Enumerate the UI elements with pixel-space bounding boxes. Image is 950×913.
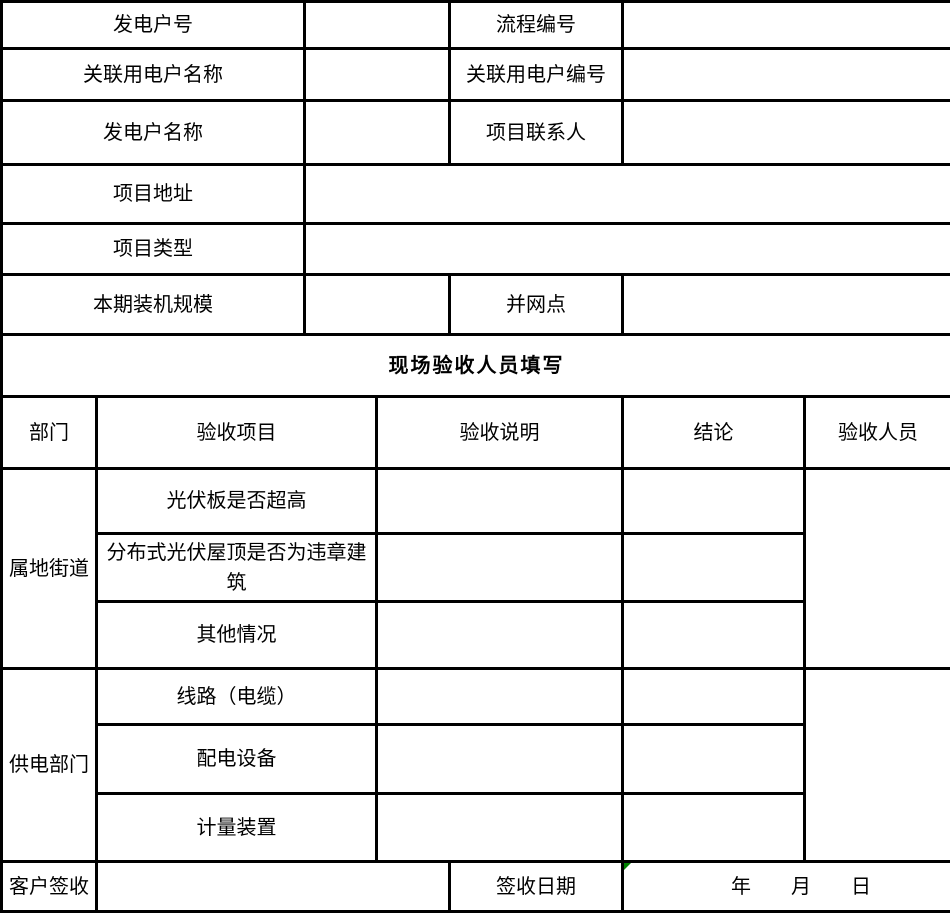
conclusion-cell[interactable] [621,600,806,670]
input-cell-project-contact[interactable] [621,99,950,166]
input-cell-grid-connection-point[interactable] [621,273,950,336]
input-cell-project-type[interactable] [303,222,950,276]
inspection-row: 供电部门 线路（电缆） [0,667,950,863]
signoff-date-text: 年 月 日 [731,875,871,898]
input-cell-linked-consumer-no[interactable] [621,47,950,102]
inspector-cell-street[interactable] [803,467,950,670]
header-conclusion: 结论 [621,395,806,470]
label-customer-signoff: 客户签收 [0,860,98,913]
note-cell[interactable] [375,667,624,726]
input-cell-generator-name[interactable] [303,99,451,166]
note-cell[interactable] [375,723,624,795]
note-cell[interactable] [375,600,624,670]
note-cell[interactable] [375,532,624,603]
header-inspector: 验收人员 [803,395,950,470]
header-department: 部门 [0,395,98,470]
info-row: 项目类型 [0,222,950,276]
section-title-row: 现场验收人员填写 [0,333,950,398]
input-cell-linked-consumer-name[interactable] [303,47,451,102]
cell-corner-indicator-icon [625,864,631,870]
info-row: 发电户名称 项目联系人 [0,99,950,166]
label-linked-consumer-name: 关联用电户名称 [0,47,306,102]
info-row: 发电户号 流程编号 [0,0,950,50]
item-cell-illegal-building: 分布式光伏屋顶是否为违章建筑 [95,532,378,603]
inspection-row: 分布式光伏屋顶是否为违章建筑 [2,532,950,603]
item-cell-other-situations: 其他情况 [95,600,378,670]
info-row: 项目地址 [0,163,950,225]
label-signoff-date: 签收日期 [448,860,624,913]
conclusion-cell[interactable] [621,532,806,603]
label-linked-consumer-no: 关联用电户编号 [448,47,624,102]
input-cell-customer-signoff[interactable] [95,860,451,913]
conclusion-cell[interactable] [621,792,806,863]
inspector-cell-power-supply[interactable] [803,667,950,863]
department-cell-power-supply: 供电部门 [0,667,98,863]
input-cell-signoff-date[interactable]: 年 月 日 [621,860,950,913]
inspection-row: 配电设备 [2,723,950,795]
label-generator-account-no: 发电户号 [0,0,306,50]
department-cell-street: 属地街道 [0,467,98,670]
signoff-row: 客户签收 签收日期 年 月 日 [0,860,950,913]
info-row: 关联用电户名称 关联用电户编号 [0,47,950,102]
inspection-row: 其他情况 [2,600,950,670]
inspection-header-row: 部门 验收项目 验收说明 结论 验收人员 [0,395,950,470]
section-title-onsite-acceptance: 现场验收人员填写 [0,333,950,398]
label-project-contact: 项目联系人 [448,99,624,166]
label-generator-name: 发电户名称 [0,99,306,166]
label-installed-capacity: 本期装机规模 [0,273,306,336]
info-row: 本期装机规模 并网点 [0,273,950,336]
label-process-no: 流程编号 [448,0,624,50]
item-cell-pv-height: 光伏板是否超高 [95,467,378,535]
note-cell[interactable] [375,792,624,863]
inspection-row: 属地街道 光伏板是否超高 [0,467,950,670]
conclusion-cell[interactable] [621,467,806,535]
item-cell-metering-device: 计量装置 [95,792,378,863]
label-grid-connection-point: 并网点 [448,273,624,336]
conclusion-cell[interactable] [621,723,806,795]
label-project-type: 项目类型 [0,222,306,276]
item-cell-line-cable: 线路（电缆） [95,667,378,726]
input-cell-generator-account-no[interactable] [303,0,451,50]
header-inspection-note: 验收说明 [375,395,624,470]
header-inspection-item: 验收项目 [95,395,378,470]
input-cell-project-address[interactable] [303,163,950,225]
input-cell-process-no[interactable] [621,0,950,50]
item-cell-distribution-equipment: 配电设备 [95,723,378,795]
conclusion-cell[interactable] [621,667,806,726]
label-project-address: 项目地址 [0,163,306,225]
input-cell-installed-capacity[interactable] [303,273,451,336]
inspection-row: 计量装置 [2,792,950,863]
note-cell[interactable] [375,467,624,535]
